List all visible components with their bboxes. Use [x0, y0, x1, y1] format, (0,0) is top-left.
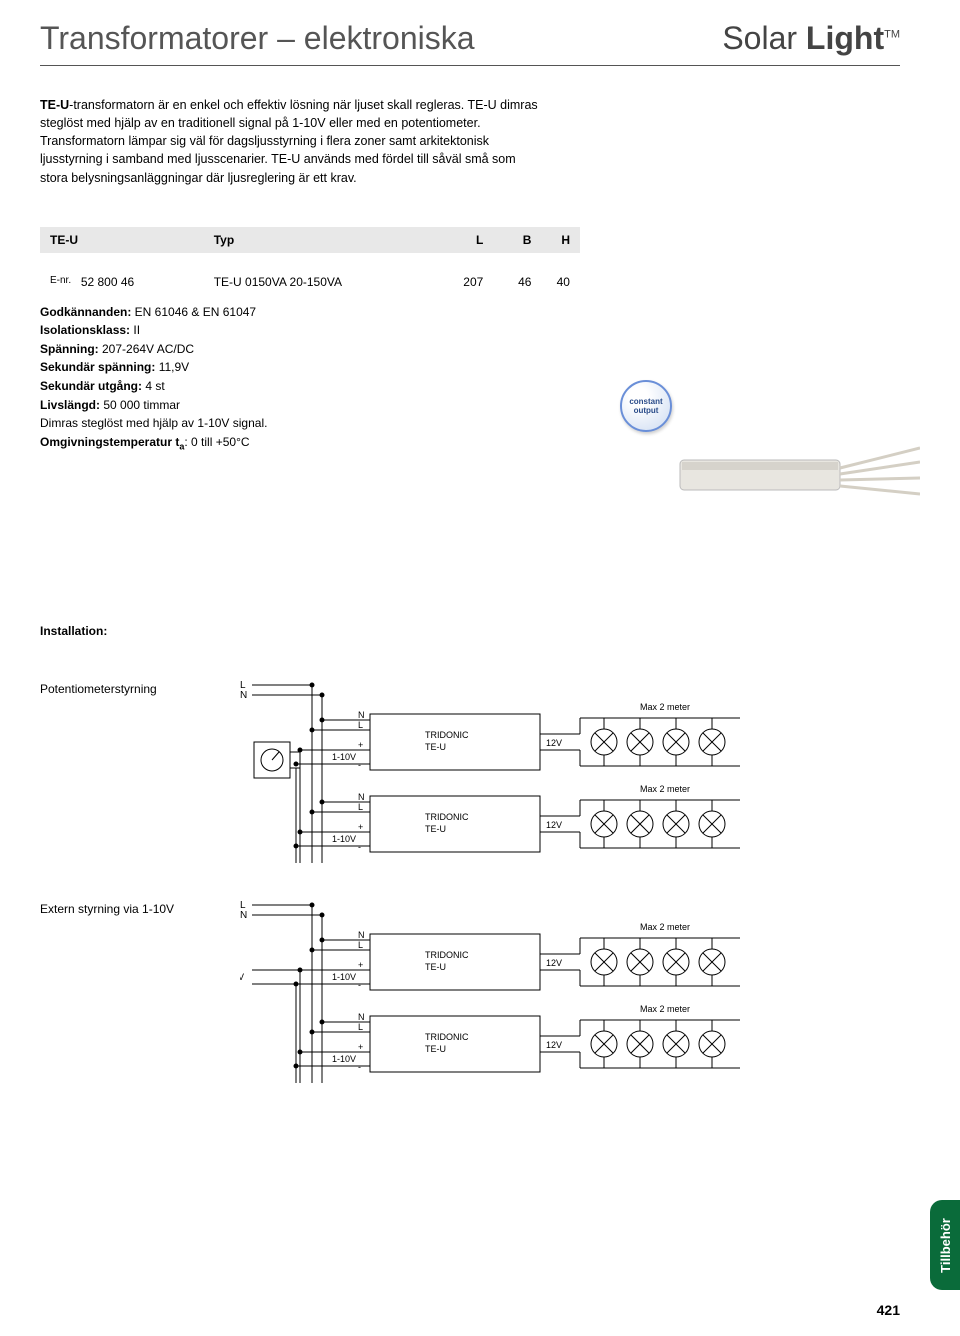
svg-text:L: L — [358, 940, 363, 950]
spec4-label: Sekundär spänning: — [40, 360, 155, 374]
svg-text:N: N — [240, 910, 247, 921]
svg-text:-: - — [358, 980, 361, 990]
badge-line2: output — [634, 406, 659, 415]
svg-text:TRIDONIC: TRIDONIC — [425, 1032, 469, 1042]
svg-text:1-10V: 1-10V — [332, 1054, 356, 1064]
svg-text:Max 2 meter: Max 2 meter — [640, 702, 690, 712]
svg-text:1-10V: 1-10V — [332, 834, 356, 844]
spec6-val: 50 000 timmar — [100, 398, 180, 412]
th-H: H — [531, 233, 570, 247]
brand-w1: Solar — [722, 20, 797, 56]
spec1-label: Godkännanden: — [40, 305, 131, 319]
diagram2-label: Extern styrning via 1-10V — [40, 898, 240, 916]
L-value: 207 — [435, 275, 483, 289]
th-B: B — [483, 233, 531, 247]
svg-text:L: L — [358, 802, 363, 812]
spec2-label: Isolationsklass: — [40, 323, 130, 337]
svg-text:12V: 12V — [546, 1040, 562, 1050]
wiring-diagram-1: L N TRIDONIC TE-U N L — [240, 678, 760, 868]
product-photo — [660, 420, 920, 520]
brand-title: Solar LightTM — [722, 20, 900, 57]
spec5-val: 4 st — [142, 379, 165, 393]
spec8b: : 0 till +50°C — [184, 435, 249, 449]
spec3-val: 207-264V AC/DC — [99, 342, 194, 356]
svg-text:L: L — [358, 1022, 363, 1032]
svg-text:N: N — [358, 930, 365, 940]
svg-text:+: + — [358, 740, 363, 750]
brand-w2: Light — [806, 20, 884, 56]
svg-text:12V: 12V — [546, 738, 562, 748]
tm: TM — [884, 28, 900, 40]
spec-list: Godkännanden: EN 61046 & EN 61047 Isolat… — [40, 303, 540, 454]
svg-text:N: N — [358, 710, 365, 720]
B-value: 46 — [483, 275, 531, 289]
svg-text:-: - — [358, 760, 361, 770]
typ-value: TE-U 0150VA 20-150VA — [214, 275, 435, 289]
spec7-text: Dimras steglöst med hjälp av 1-10V signa… — [40, 414, 540, 433]
svg-text:TE-U: TE-U — [425, 1044, 446, 1054]
svg-text:L: L — [358, 720, 363, 730]
page-title-left: Transformatorer – elektroniska — [40, 20, 475, 57]
diagram1-label: Potentiometerstyrning — [40, 678, 240, 696]
svg-text:TE-U: TE-U — [425, 824, 446, 834]
svg-text:N: N — [240, 690, 247, 701]
svg-text:+: + — [358, 822, 363, 832]
svg-text:1-10V: 1-10V — [332, 752, 356, 762]
spec3-label: Spänning: — [40, 342, 99, 356]
enr-label: E-nr. — [50, 275, 81, 289]
svg-text:+: + — [358, 960, 363, 970]
intro-paragraph: TE-U-transformatorn är en enkel och effe… — [40, 96, 540, 187]
svg-text:Max 2 meter: Max 2 meter — [640, 1004, 690, 1014]
badge-line1: constant — [629, 397, 662, 406]
svg-text:-: - — [358, 1062, 361, 1072]
spec8a: Omgivningstemperatur t — [40, 435, 179, 449]
spec6-label: Livslängd: — [40, 398, 100, 412]
title-left-text: Transformatorer – elektroniska — [40, 20, 475, 56]
svg-text:+: + — [358, 1042, 363, 1052]
svg-text:12V: 12V — [546, 958, 562, 968]
svg-text:TRIDONIC: TRIDONIC — [425, 812, 469, 822]
side-tab-label: Tillbehör — [938, 1218, 953, 1273]
svg-text:-: - — [358, 842, 361, 852]
spec2-val: II — [130, 323, 140, 337]
wiring-diagram-2: L N 1-10V TRIDONIC TE-U N L + - 1-10V — [240, 898, 760, 1088]
header-divider — [40, 65, 900, 66]
svg-text:1-10V: 1-10V — [240, 972, 244, 982]
svg-text:TE-U: TE-U — [425, 962, 446, 972]
side-tab-tillbehor: Tillbehör — [930, 1200, 960, 1290]
spec5-label: Sekundär utgång: — [40, 379, 142, 393]
H-value: 40 — [531, 275, 570, 289]
table-row: E-nr. 52 800 46 TE-U 0150VA 20-150VA 207… — [40, 275, 580, 289]
intro-lead: TE-U — [40, 98, 69, 112]
svg-text:N: N — [358, 792, 365, 802]
svg-text:TE-U: TE-U — [425, 742, 446, 752]
svg-text:12V: 12V — [546, 820, 562, 830]
svg-text:N: N — [358, 1012, 365, 1022]
svg-text:Max 2 meter: Max 2 meter — [640, 922, 690, 932]
spec1-val: EN 61046 & EN 61047 — [131, 305, 256, 319]
intro-rest: -transformatorn är en enkel och effektiv… — [40, 98, 538, 185]
svg-text:1-10V: 1-10V — [332, 972, 356, 982]
svg-text:Max 2 meter: Max 2 meter — [640, 784, 690, 794]
svg-text:TRIDONIC: TRIDONIC — [425, 950, 469, 960]
th-teu: TE-U — [50, 233, 214, 247]
th-typ: Typ — [214, 233, 435, 247]
installation-heading: Installation: — [40, 624, 900, 638]
svg-text:TRIDONIC: TRIDONIC — [425, 730, 469, 740]
page-number: 421 — [877, 1302, 900, 1318]
enr-value: 52 800 46 — [81, 275, 214, 289]
spec4-val: 11,9V — [155, 360, 189, 374]
table-header-row: TE-U Typ L B H — [40, 227, 580, 253]
th-L: L — [435, 233, 483, 247]
